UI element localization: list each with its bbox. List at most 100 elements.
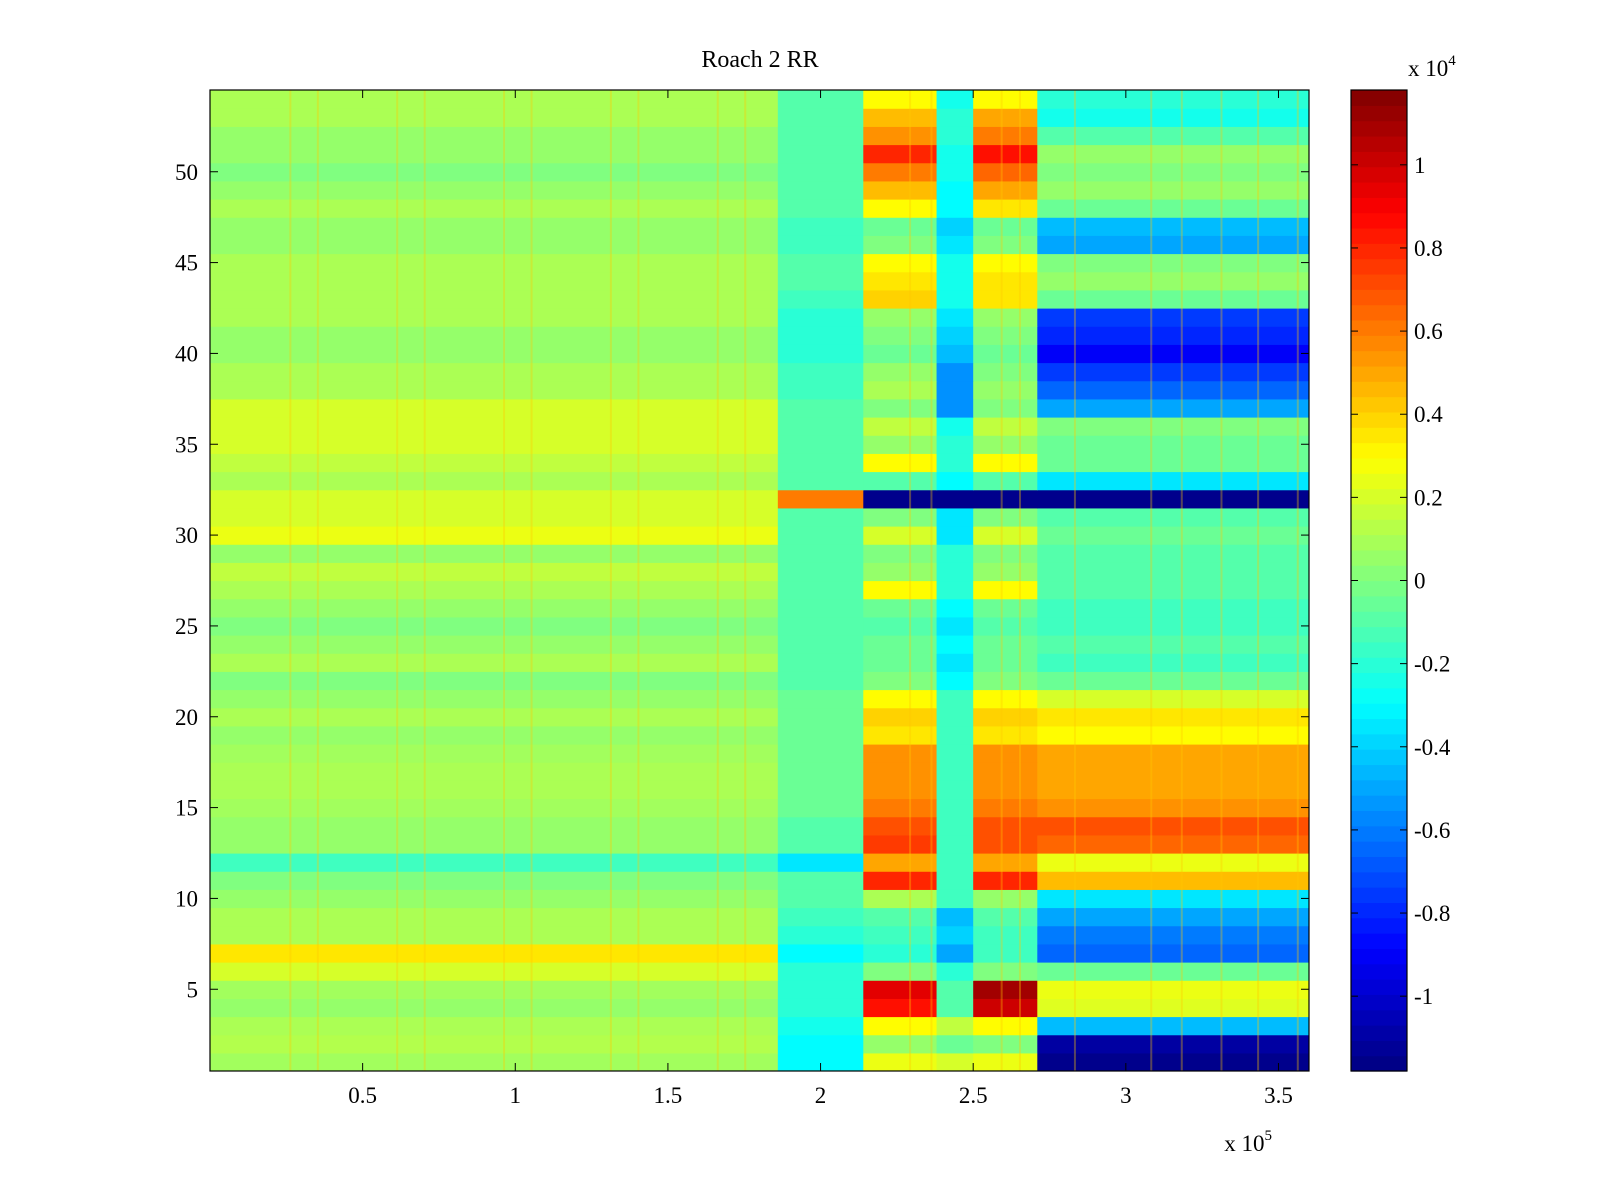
colorbar-swatch <box>1351 902 1407 919</box>
heatmap-stripe <box>1257 90 1260 1071</box>
heatmap-cell <box>973 162 1038 182</box>
heatmap-cell <box>863 671 938 691</box>
heatmap-cell <box>1037 962 1309 981</box>
colorbar-tick-label: 0.6 <box>1414 319 1443 344</box>
heatmap-cell <box>936 489 974 509</box>
heatmap-cell <box>1037 108 1309 127</box>
heatmap-cell <box>973 635 1038 654</box>
colorbar-swatch <box>1351 856 1407 873</box>
heatmap-cell <box>1037 180 1309 200</box>
heatmap-cell <box>1037 398 1309 418</box>
colorbar-swatch <box>1351 473 1407 490</box>
heatmap-cell <box>210 834 779 854</box>
colorbar-tick-label: -1 <box>1414 984 1433 1009</box>
colorbar-swatch <box>1351 120 1407 137</box>
heatmap-cell <box>936 744 974 763</box>
heatmap-cell <box>210 762 779 781</box>
heatmap-cell <box>863 998 938 1018</box>
heatmap-cell <box>210 180 779 200</box>
colorbar-tick-label: -0.2 <box>1414 652 1450 677</box>
colorbar-swatch <box>1351 733 1407 750</box>
heatmap-cell <box>210 998 779 1018</box>
heatmap-cell <box>863 507 938 527</box>
heatmap-cell <box>1037 816 1309 836</box>
y-tick-label: 20 <box>175 705 198 730</box>
heatmap-cell <box>863 289 938 309</box>
heatmap-cell <box>863 271 938 291</box>
heatmap-cell <box>777 326 864 345</box>
heatmap-cell <box>1037 217 1309 236</box>
heatmap-cell <box>210 253 779 273</box>
heatmap-cell <box>863 889 938 909</box>
colorbar-swatch <box>1351 381 1407 398</box>
heatmap-cell <box>1037 798 1309 818</box>
heatmap-cell <box>777 580 864 600</box>
heatmap-cell <box>863 308 938 327</box>
heatmap-cell <box>936 834 974 854</box>
x-tick-label: 3 <box>1120 1083 1132 1108</box>
heatmap-cell <box>210 235 779 255</box>
heatmap-cell <box>973 980 1038 999</box>
heatmap-cell <box>777 798 864 818</box>
colorbar-swatch <box>1351 764 1407 781</box>
heatmap-cell <box>1037 707 1309 727</box>
heatmap-cell <box>936 816 974 836</box>
y-tick-label: 30 <box>175 523 198 548</box>
colorbar-ticks: -1 -0.8 -0.6 -0.4 -0.2 0 0.2 0.4 0.6 0.8 1 <box>1351 153 1451 1009</box>
heatmap-cell <box>210 507 779 527</box>
y-tick-label: 35 <box>175 432 198 457</box>
heatmap-cell <box>863 762 938 781</box>
heatmap-cell <box>1037 471 1309 491</box>
heatmap-cell <box>210 962 779 981</box>
heatmap-cell <box>863 980 938 999</box>
heatmap-cell <box>863 253 938 273</box>
heatmap-stripe <box>1150 90 1153 1071</box>
heatmap-cell <box>936 943 974 963</box>
heatmap-cell <box>936 1034 974 1054</box>
heatmap-cell <box>863 780 938 800</box>
heatmap-cell <box>777 725 864 745</box>
heatmap-cell <box>863 144 938 164</box>
heatmap-cell <box>1037 308 1309 327</box>
heatmap-cell <box>1037 744 1309 763</box>
colorbar-swatch <box>1351 304 1407 321</box>
heatmap-cell <box>863 380 938 400</box>
heatmap-cell <box>936 199 974 218</box>
heatmap-cell <box>1037 235 1309 255</box>
heatmap-cell <box>777 671 864 691</box>
heatmap-cell <box>777 834 864 854</box>
colorbar-swatch <box>1351 258 1407 275</box>
colorbar-swatch <box>1351 1055 1407 1072</box>
x-tick-label: 1 <box>510 1083 522 1108</box>
heatmap-cell <box>1037 526 1309 545</box>
heatmap-cell <box>936 308 974 327</box>
colorbar-swatch <box>1351 917 1407 934</box>
heatmap-cell <box>973 562 1038 582</box>
y-tick-label: 15 <box>175 796 198 821</box>
heatmap-cell <box>973 453 1038 473</box>
colorbar-swatch <box>1351 672 1407 689</box>
heatmap-stripe <box>396 90 399 1071</box>
colorbar-swatch <box>1351 488 1407 505</box>
heatmap-cell <box>863 344 938 364</box>
heatmap-cell <box>1037 762 1309 781</box>
colorbar-tick-label: 0.4 <box>1414 402 1443 427</box>
heatmap-cell <box>777 398 864 418</box>
heatmap-cell <box>973 653 1038 672</box>
heatmap-cell <box>210 943 779 963</box>
heatmap-cell <box>936 725 974 745</box>
colorbar-swatch <box>1351 319 1407 336</box>
colorbar-swatch <box>1351 273 1407 290</box>
heatmap-cell <box>777 380 864 400</box>
heatmap-cell <box>210 707 779 727</box>
heatmap-stripe <box>609 90 612 1071</box>
colorbar-scale-label: x 104 <box>1408 53 1456 81</box>
colorbar-tick-label: 0 <box>1414 569 1426 594</box>
colorbar <box>1351 90 1407 1072</box>
heatmap-cell <box>936 889 974 909</box>
heatmap-cell <box>863 453 938 473</box>
heatmap-cell <box>973 289 1038 309</box>
heatmap-cell <box>973 180 1038 200</box>
heatmap-cell <box>210 398 779 418</box>
